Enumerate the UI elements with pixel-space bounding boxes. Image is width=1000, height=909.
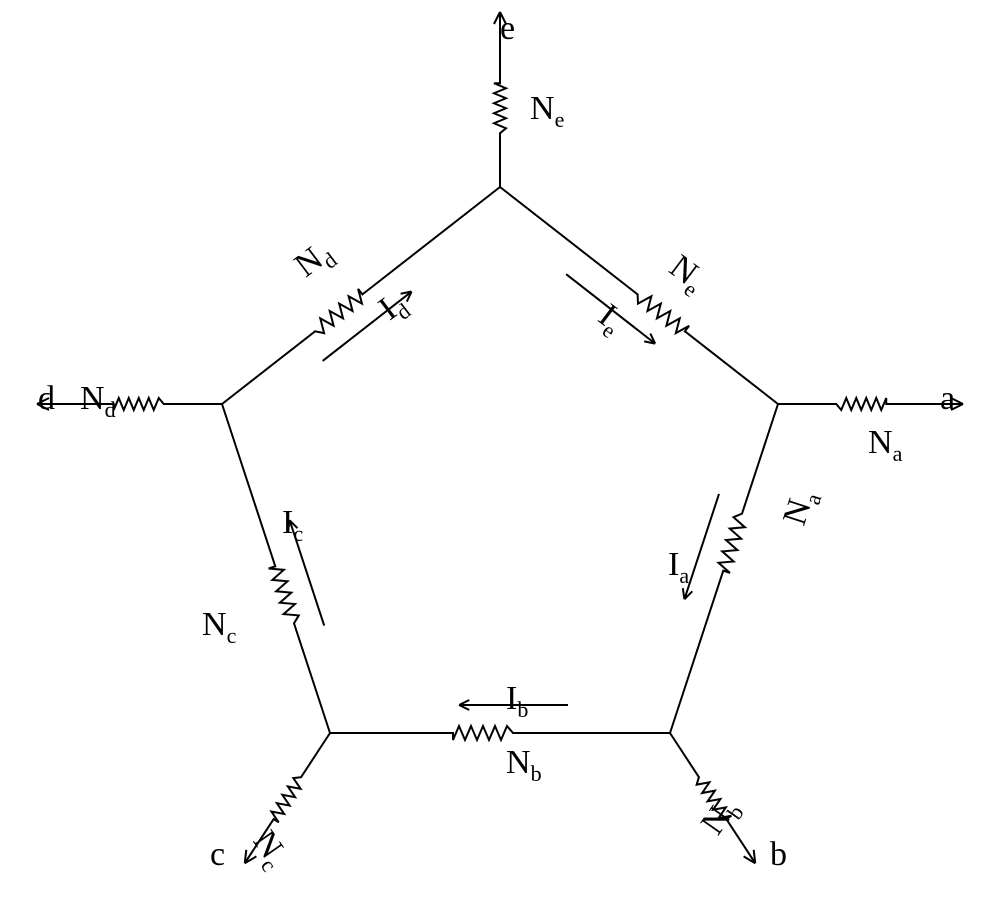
label-Nd1: Nd <box>80 380 116 423</box>
coil-Nb_bot <box>330 726 670 740</box>
label-Ic: Ic <box>282 504 303 547</box>
label-e: e <box>500 10 515 48</box>
label-d: d <box>38 380 55 418</box>
stub-a <box>778 398 963 410</box>
label-c: c <box>210 836 225 874</box>
label-Ne1: Ne <box>530 90 564 133</box>
label-b: b <box>770 836 787 874</box>
stub-arrow-b <box>744 850 756 863</box>
label-Nc2: Nc <box>202 606 236 649</box>
label-Nb2: Nb <box>506 744 542 787</box>
label-Na1: Na <box>868 424 902 467</box>
circuit-diagram <box>0 0 1000 909</box>
coil-Ne_top <box>500 187 778 404</box>
label-Ia: Ia <box>668 546 689 589</box>
stub-d <box>37 398 222 410</box>
label-a: a <box>940 380 955 418</box>
coil-Nc_left <box>222 404 330 733</box>
label-Ib: Ib <box>506 680 528 723</box>
coil-Nd_top <box>222 187 500 404</box>
